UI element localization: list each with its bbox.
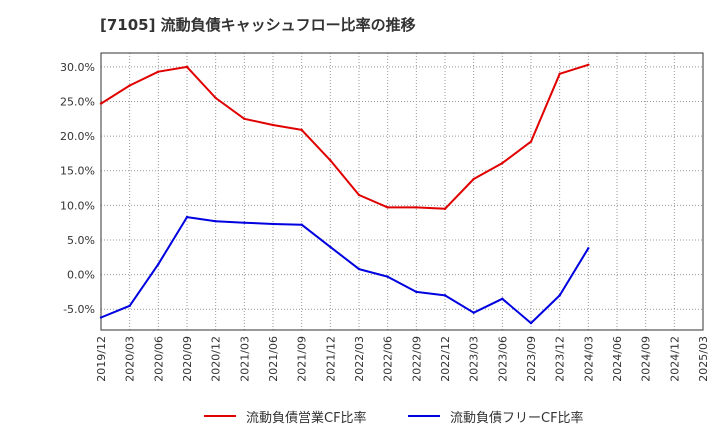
y-tick-label: 0.0% — [67, 269, 95, 282]
data-point-1 — [329, 245, 332, 249]
data-point-0 — [501, 161, 504, 165]
chart-title: [7105] 流動負債キャッシュフロー比率の推移 — [100, 16, 416, 34]
y-tick-label: 30.0% — [60, 61, 95, 74]
data-point-0 — [415, 206, 418, 209]
y-tick-label: 15.0% — [60, 165, 95, 178]
plot-area — [100, 52, 704, 331]
x-tick-label: 2024/03 — [582, 336, 595, 382]
y-tick-label: 10.0% — [60, 199, 95, 212]
x-tick-label: 2025/03 — [697, 336, 710, 382]
data-point-0 — [386, 206, 389, 209]
x-tick-label: 2023/03 — [468, 336, 481, 382]
x-tick-label: 2023/06 — [496, 336, 509, 382]
data-point-1 — [501, 297, 504, 301]
data-point-0 — [128, 84, 131, 87]
data-point-1 — [587, 247, 590, 250]
series-lines — [99, 63, 590, 325]
data-point-0 — [357, 193, 361, 197]
data-point-1 — [185, 215, 189, 219]
data-point-0 — [185, 65, 189, 69]
x-tick-label: 2022/12 — [439, 336, 452, 382]
x-tick-label: 2021/06 — [267, 336, 280, 382]
x-tick-label: 2023/12 — [554, 336, 567, 382]
x-tick-label: 2021/03 — [238, 336, 251, 382]
data-point-1 — [157, 263, 160, 266]
legend-swatch-operating-cf — [204, 415, 236, 417]
x-tick-label: 2020/09 — [181, 336, 194, 382]
data-point-0 — [529, 140, 533, 143]
x-tick-label: 2021/09 — [296, 336, 309, 382]
data-point-1 — [271, 222, 275, 226]
x-tick-label: 2020/06 — [152, 336, 165, 382]
legend-swatch-free-cf — [408, 415, 440, 417]
x-tick-label: 2021/12 — [324, 336, 337, 382]
y-tick-label: 20.0% — [60, 130, 95, 143]
y-tick-label: 5.0% — [67, 234, 95, 247]
data-point-0 — [271, 123, 275, 127]
legend-item-free-cf: 流動負債フリーCF比率 — [408, 404, 584, 428]
x-tick-label: 2024/06 — [611, 336, 624, 382]
data-point-0 — [300, 128, 303, 132]
data-point-0 — [214, 96, 217, 100]
data-point-0 — [243, 117, 246, 120]
x-tick-label: 2020/03 — [124, 336, 137, 382]
x-tick-label: 2022/09 — [410, 336, 423, 382]
data-point-0 — [587, 63, 590, 66]
x-tick-label: 2022/03 — [353, 336, 366, 382]
data-point-1 — [558, 294, 561, 297]
data-point-1 — [243, 221, 246, 224]
y-tick-label: 25.0% — [60, 95, 95, 108]
series-line-1 — [100, 216, 590, 325]
grid-lines — [101, 53, 703, 330]
data-point-1 — [472, 311, 475, 314]
data-point-1 — [529, 321, 533, 325]
series-line-0 — [100, 63, 589, 210]
x-tick-label: 2024/09 — [640, 336, 653, 382]
data-point-0 — [472, 177, 475, 181]
x-tick-label: 2019/12 — [95, 336, 108, 382]
data-point-1 — [300, 223, 303, 226]
data-point-1 — [443, 294, 447, 297]
x-tick-label: 2024/12 — [668, 336, 681, 382]
data-point-0 — [157, 70, 160, 73]
data-point-1 — [128, 304, 131, 307]
legend-label-free-cf: 流動負債フリーCF比率 — [450, 410, 584, 426]
y-tick-label: -5.0% — [63, 303, 95, 316]
legend-label-operating-cf: 流動負債営業CF比率 — [246, 410, 367, 426]
data-point-0 — [329, 159, 332, 162]
data-point-0 — [558, 72, 561, 75]
x-tick-label: 2023/09 — [525, 336, 538, 382]
data-point-1 — [214, 220, 217, 223]
legend: 流動負債営業CF比率 流動負債フリーCF比率 — [0, 404, 720, 428]
x-tick-label: 2020/12 — [210, 336, 223, 382]
data-point-1 — [357, 267, 361, 271]
data-point-1 — [386, 275, 389, 278]
legend-item-operating-cf: 流動負債営業CF比率 — [204, 404, 367, 428]
x-axis-ticks: 2019/12 2020/03 2020/06 2020/09 2020/12 2021/… — [95, 336, 710, 382]
data-point-1 — [99, 316, 103, 319]
data-point-0 — [443, 207, 447, 211]
data-point-1 — [415, 290, 418, 294]
x-tick-label: 2022/06 — [382, 336, 395, 382]
data-point-0 — [99, 102, 103, 105]
y-axis-ticks: 30.0% 25.0% 20.0% 15.0% 10.0% 5.0% 0.0% -5.0% — [60, 61, 95, 316]
